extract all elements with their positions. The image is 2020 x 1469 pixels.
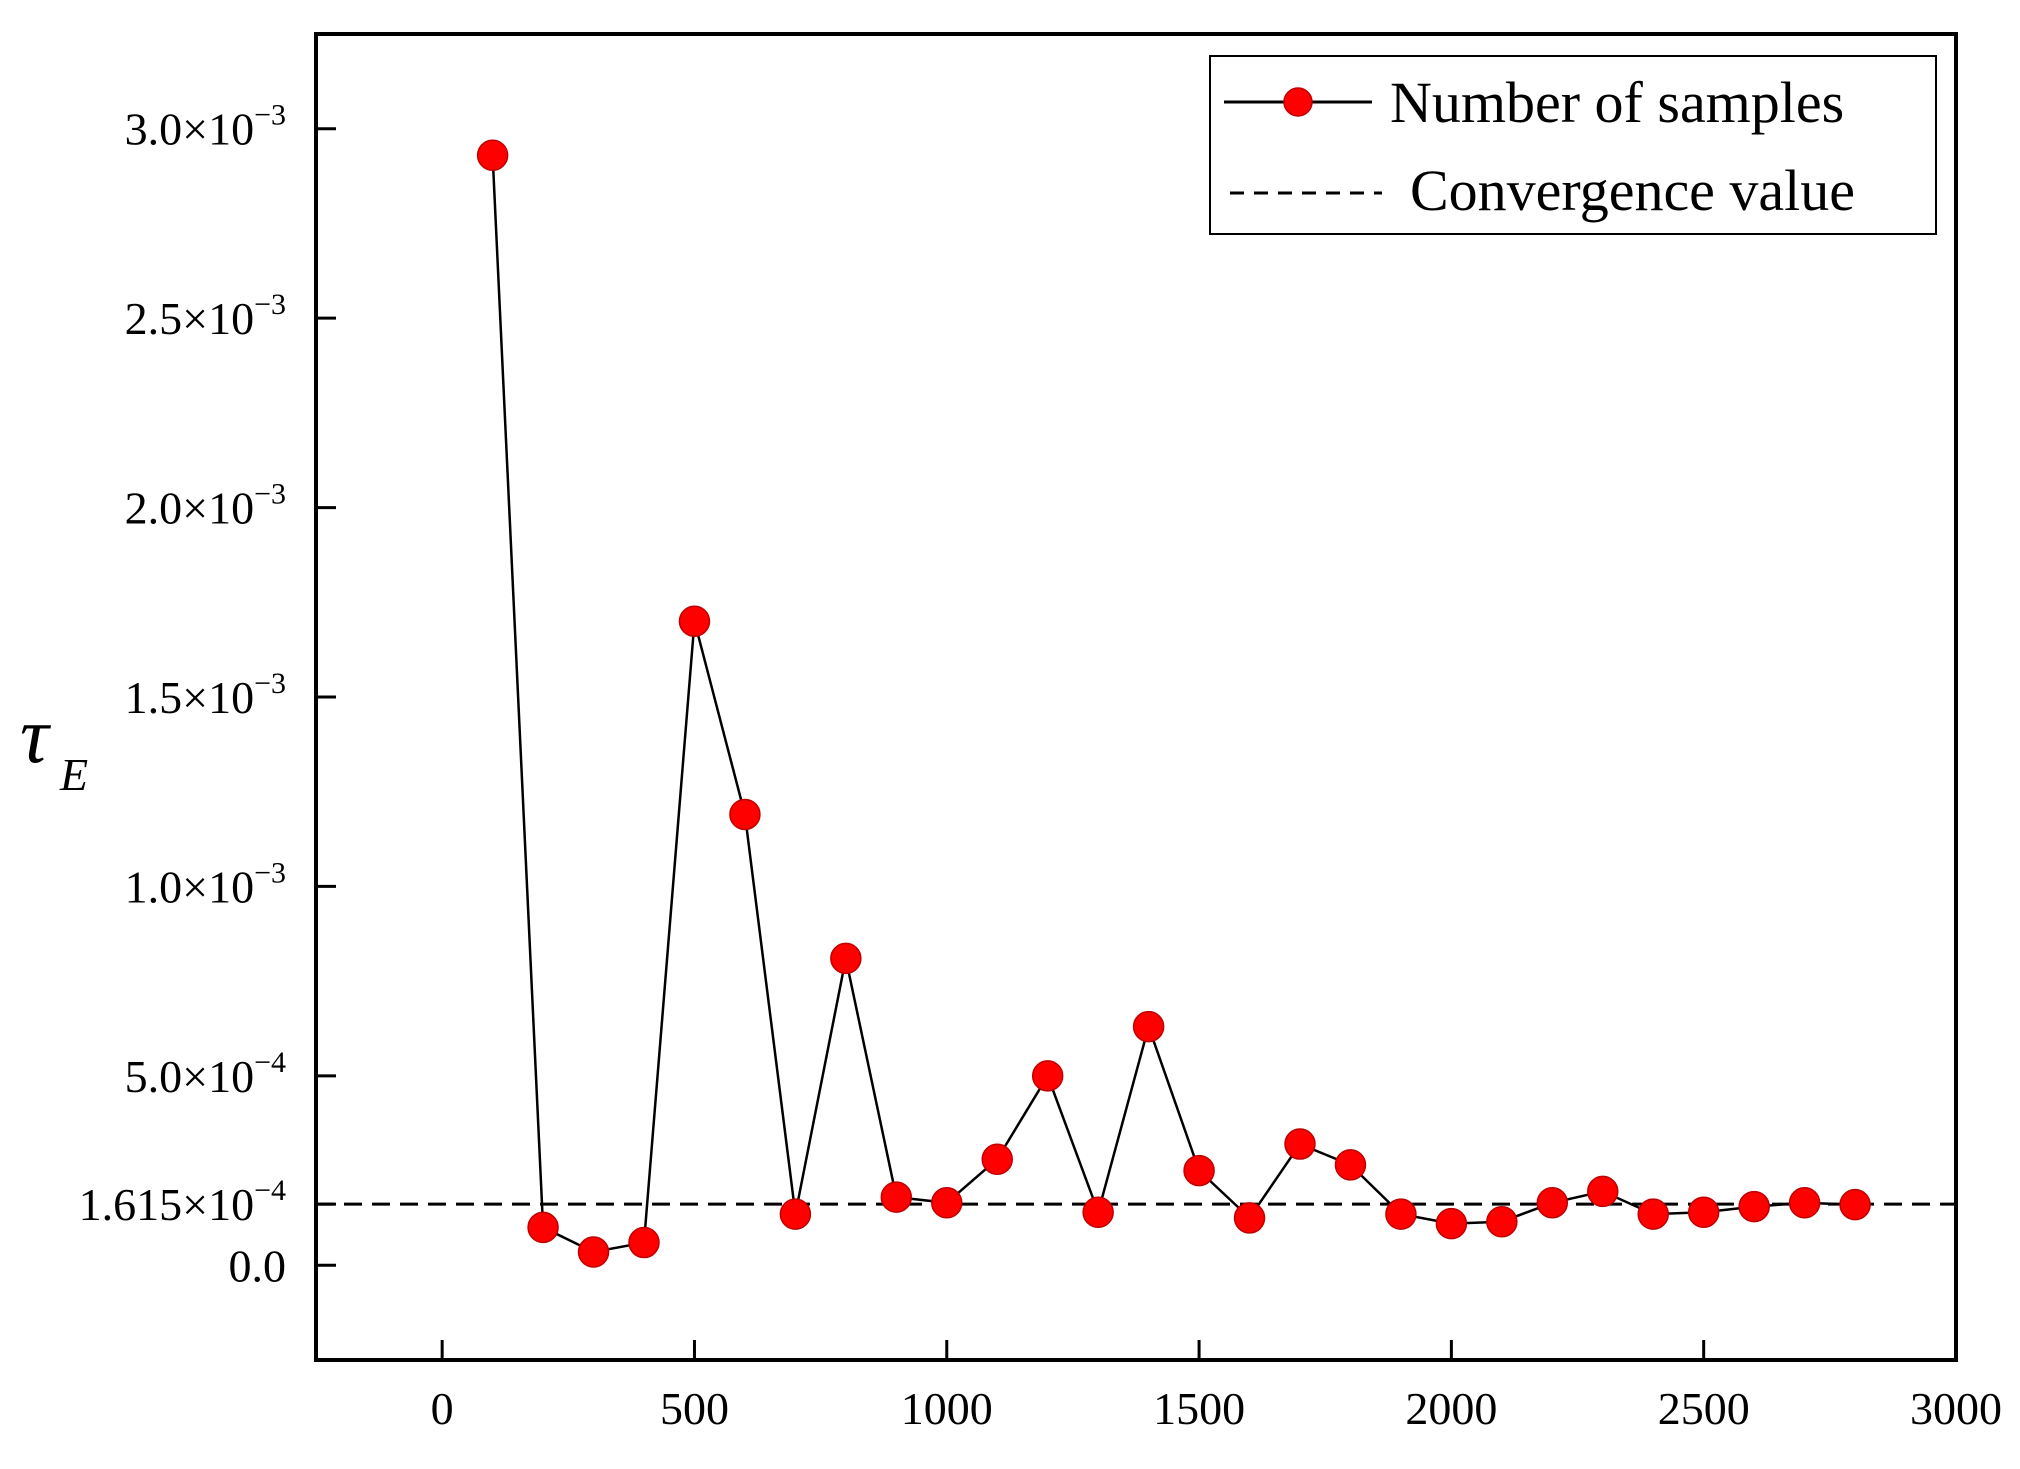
legend-label-number-of-samples: Number of samples [1390, 70, 1844, 135]
series-points [476, 139, 1871, 1268]
data-point-2500 [1687, 1196, 1720, 1228]
data-point-1100 [981, 1143, 1013, 1175]
legend-series-marker [1283, 87, 1313, 117]
data-point-1800 [1334, 1149, 1367, 1181]
data-point-1200 [1031, 1060, 1064, 1092]
data-point-2300 [1587, 1175, 1619, 1208]
data-point-2800 [1839, 1188, 1871, 1221]
data-point-2200 [1536, 1187, 1569, 1219]
y-tick-label-3: 1.0×10−3 [125, 856, 286, 912]
data-point-100 [476, 139, 509, 171]
x-tick-label-1000: 1000 [901, 1383, 993, 1434]
data-point-700 [779, 1198, 812, 1230]
legend-box [1209, 55, 1937, 235]
data-point-200 [527, 1211, 559, 1244]
x-tick-label-500: 500 [660, 1383, 729, 1434]
data-point-2700 [1788, 1187, 1821, 1219]
y-tick-label-5: 2.0×10−3 [125, 478, 286, 534]
series-lines [491, 155, 1856, 1254]
data-point-2600 [1738, 1190, 1770, 1223]
x-tick-label-3000: 3000 [1910, 1383, 2002, 1434]
y-axis: 0.0 1.615×10−4 5.0×10−4 1.0×10−3 1.5×10−3 2.0… [79, 99, 336, 1291]
data-point-1700 [1284, 1128, 1316, 1160]
data-point-1400 [1132, 1010, 1165, 1043]
data-point-1300 [1082, 1196, 1114, 1228]
x-tick-label-1500: 1500 [1153, 1383, 1245, 1434]
data-point-900 [880, 1181, 913, 1213]
data-point-2400 [1637, 1198, 1669, 1230]
y-axis-label-subscript: E [59, 749, 88, 800]
data-point-2000 [1435, 1207, 1468, 1240]
x-tick-label-2500: 2500 [1658, 1383, 1750, 1434]
x-tick-label-0: 0 [431, 1383, 454, 1434]
y-axis-label: τ [20, 692, 52, 780]
data-point-1000 [931, 1187, 963, 1219]
data-point-1600 [1233, 1202, 1266, 1234]
x-tick-label-2000: 2000 [1405, 1383, 1497, 1434]
x-axis: 0 500 1000 1500 2000 2500 3000 [431, 1340, 2002, 1434]
series-line-0 [491, 155, 1856, 1254]
y-tick-label-1: 1.615×10−4 [79, 1174, 286, 1230]
data-point-1500 [1183, 1154, 1215, 1187]
y-tick-label-0: 0.0 [229, 1240, 287, 1291]
y-tick-label-7: 3.0×10−3 [125, 99, 286, 155]
data-point-800 [830, 942, 862, 975]
data-point-500 [678, 605, 711, 637]
data-point-300 [577, 1236, 610, 1268]
y-tick-label-6: 2.5×10−3 [125, 288, 286, 344]
data-point-2100 [1486, 1205, 1518, 1238]
legend-label-convergence-value: Convergence value [1410, 158, 1855, 223]
data-point-600 [729, 798, 761, 831]
data-point-1900 [1385, 1198, 1417, 1230]
y-tick-label-2: 5.0×10−4 [125, 1046, 286, 1102]
data-point-400 [628, 1226, 660, 1259]
y-tick-label-4: 1.5×10−3 [125, 667, 286, 723]
legend: Number of samples Convergence value [1209, 55, 1937, 235]
